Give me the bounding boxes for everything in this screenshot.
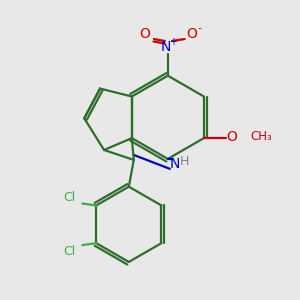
Text: O: O — [186, 27, 197, 41]
Text: O: O — [140, 27, 151, 41]
Text: H: H — [180, 155, 189, 168]
Text: Cl: Cl — [63, 244, 76, 258]
Text: CH₃: CH₃ — [250, 130, 272, 142]
Text: +: + — [169, 37, 177, 47]
Text: Cl: Cl — [63, 191, 76, 204]
Text: O: O — [226, 130, 237, 144]
Text: -: - — [197, 23, 202, 33]
Text: N: N — [169, 157, 180, 171]
Text: N: N — [161, 40, 171, 54]
